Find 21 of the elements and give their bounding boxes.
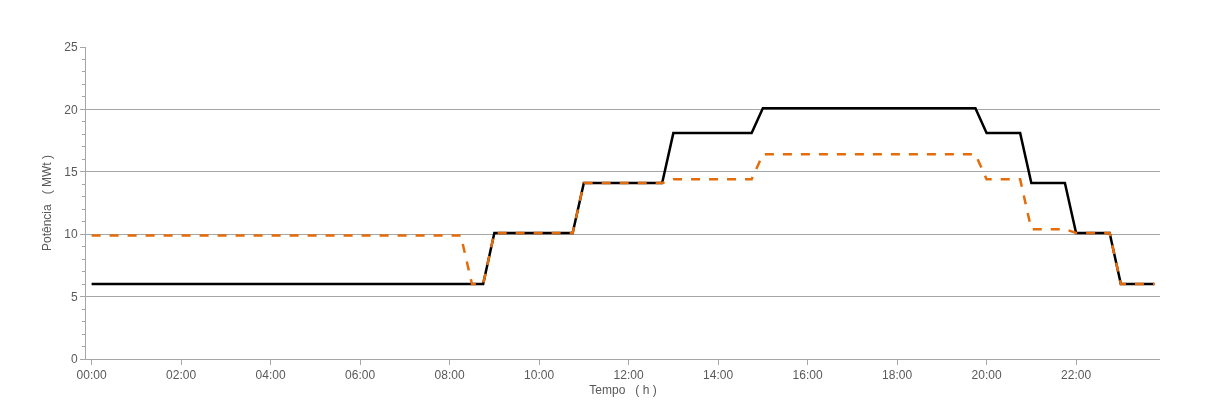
x-tick-label: 04:00 [255, 368, 286, 383]
y-tick-label: 25 [64, 40, 78, 55]
x-tick-label: 14:00 [703, 368, 734, 383]
y-tick-label: 0 [70, 352, 78, 367]
y-tick-label: 10 [64, 227, 78, 242]
x-tick-label: 18:00 [882, 368, 913, 383]
x-tick-label: 00:00 [76, 368, 107, 383]
y-tick-label: 15 [64, 165, 78, 179]
x-tick-label: 20:00 [971, 368, 1002, 383]
x-tick-label: 22:00 [1061, 368, 1092, 383]
x-axis-title: Tempo ( h ) [589, 383, 657, 398]
y-tick-label: 20 [64, 102, 78, 117]
x-tick-label: 10:00 [524, 368, 555, 383]
y-axis-title: Potência ( MWt ) [39, 154, 54, 252]
line-series [90, 153, 1156, 286]
y-tick-label: 5 [70, 289, 78, 304]
x-tick-label: 16:00 [792, 368, 823, 383]
x-tick-label: 08:00 [434, 368, 465, 383]
x-tick-label: 06:00 [345, 368, 376, 383]
x-tick-label: 02:00 [166, 368, 197, 383]
x-tick-label: 12:00 [613, 368, 644, 383]
